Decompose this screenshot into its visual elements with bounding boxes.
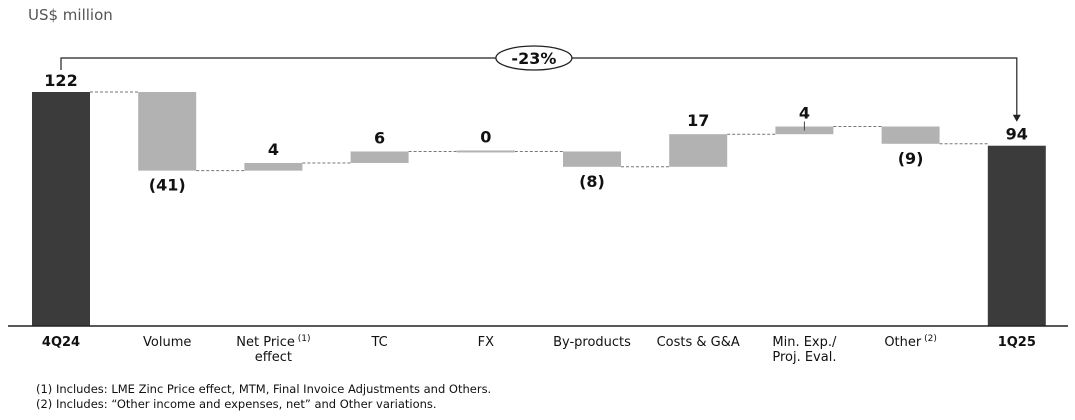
bar-other: [881, 126, 940, 144]
bar-tc: [350, 151, 409, 163]
tick-label: Other (2): [884, 334, 937, 350]
bar-fx: [456, 150, 515, 153]
data-label: 0: [480, 127, 491, 146]
data-label: 17: [687, 111, 709, 130]
tick-label: TC: [370, 335, 387, 350]
waterfall-chart: 122 4Q24 (41) Volume 4 Net Price (1)effect 6 TC…: [8, 45, 1068, 365]
bar-4q24: [32, 92, 90, 326]
tick-label: Net Price (1): [236, 334, 310, 350]
bar-volume: [138, 92, 197, 171]
data-label: 4: [268, 140, 279, 159]
tick-label: FX: [478, 335, 494, 350]
tick-label: 1Q25: [998, 335, 1036, 350]
change-percent: -23%: [511, 49, 556, 68]
bar-by-products: [563, 151, 621, 167]
data-label: (8): [579, 172, 605, 191]
tick-label: Min. Exp./: [772, 335, 837, 350]
data-label: 94: [1006, 125, 1028, 144]
data-label: (41): [149, 176, 186, 195]
bracket-arrowhead: [1012, 114, 1021, 122]
tick-label: Costs & G&A: [657, 335, 740, 350]
bar-1q25: [987, 145, 1046, 326]
unit-label: US$ million: [28, 6, 113, 24]
bar-costs-g-a: [669, 134, 728, 167]
change-badge: [495, 45, 573, 71]
footnote-2: (2) Includes: “Other income and expenses…: [36, 397, 437, 411]
data-label: (9): [898, 149, 924, 168]
tick-label: By-products: [553, 335, 631, 350]
tick-label: effect: [255, 350, 292, 365]
tick-label: Proj. Eval.: [772, 350, 836, 365]
data-label: 6: [374, 128, 385, 147]
footnotes: (1) Includes: LME Zinc Price effect, MTM…: [36, 382, 491, 412]
footnote-1: (1) Includes: LME Zinc Price effect, MTM…: [36, 382, 492, 396]
tick-label: Volume: [143, 335, 191, 350]
data-label: 4: [799, 104, 810, 123]
data-label: 122: [44, 71, 77, 90]
tick-label: 4Q24: [42, 335, 80, 350]
bar-net-price-effect: [244, 162, 303, 171]
